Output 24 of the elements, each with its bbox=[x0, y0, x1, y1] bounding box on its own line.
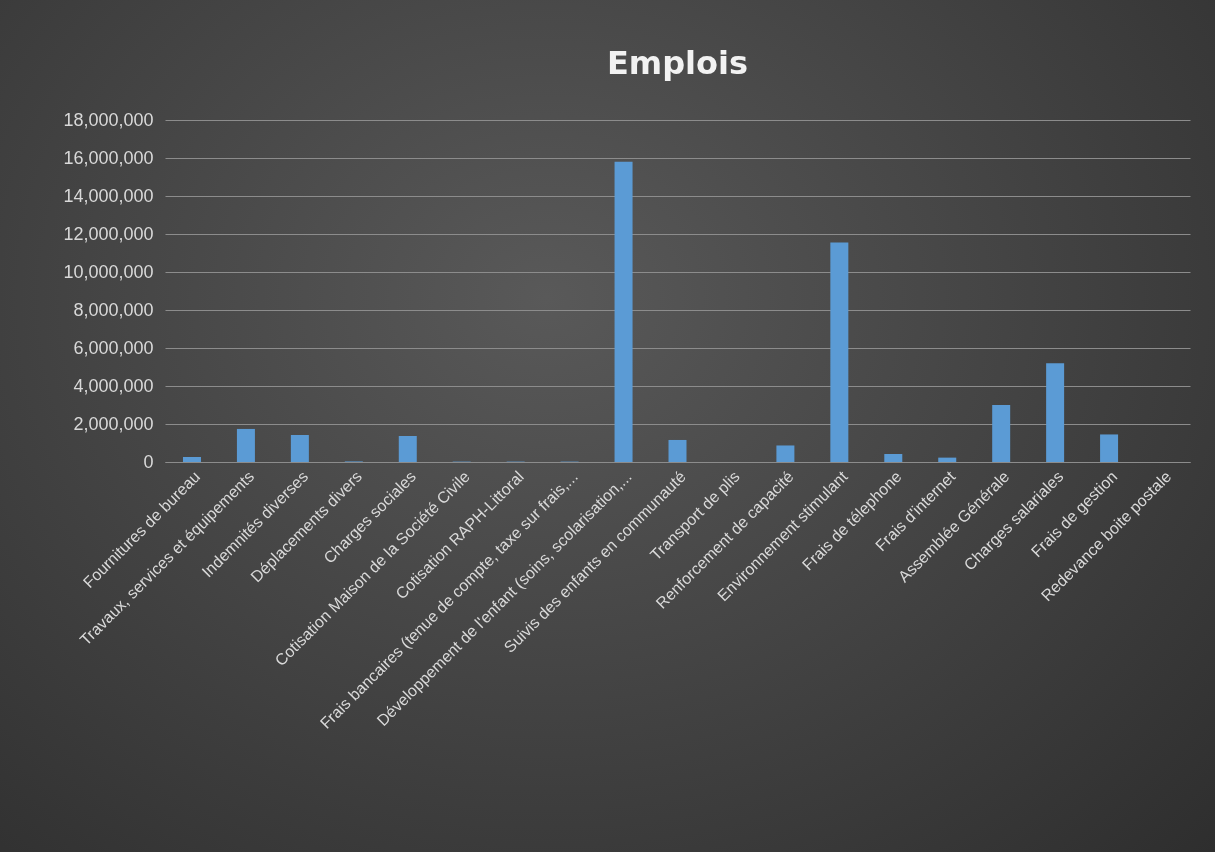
bar bbox=[398, 435, 417, 462]
y-tick-label: 12,000,000 bbox=[63, 223, 154, 244]
bar bbox=[614, 161, 633, 462]
y-tick-label: 0 bbox=[143, 451, 154, 472]
chart-title: Emplois bbox=[606, 44, 749, 82]
bar bbox=[992, 405, 1011, 462]
bar bbox=[776, 445, 795, 462]
y-tick-label: 6,000,000 bbox=[73, 337, 154, 358]
bar bbox=[938, 457, 957, 462]
y-tick-label: 14,000,000 bbox=[63, 185, 154, 206]
bar bbox=[182, 457, 201, 462]
bar bbox=[290, 435, 309, 462]
bar bbox=[884, 454, 903, 462]
bar bbox=[668, 439, 687, 462]
bar bbox=[1100, 434, 1119, 462]
y-tick-label: 18,000,000 bbox=[63, 109, 154, 130]
bar bbox=[830, 242, 849, 462]
y-tick-label: 10,000,000 bbox=[63, 261, 154, 282]
bar bbox=[1046, 363, 1065, 462]
y-tick-label: 16,000,000 bbox=[63, 147, 154, 168]
y-tick-label: 2,000,000 bbox=[73, 413, 154, 434]
y-tick-label: 4,000,000 bbox=[73, 375, 154, 396]
y-tick-label: 8,000,000 bbox=[73, 299, 154, 320]
bar bbox=[236, 428, 255, 462]
